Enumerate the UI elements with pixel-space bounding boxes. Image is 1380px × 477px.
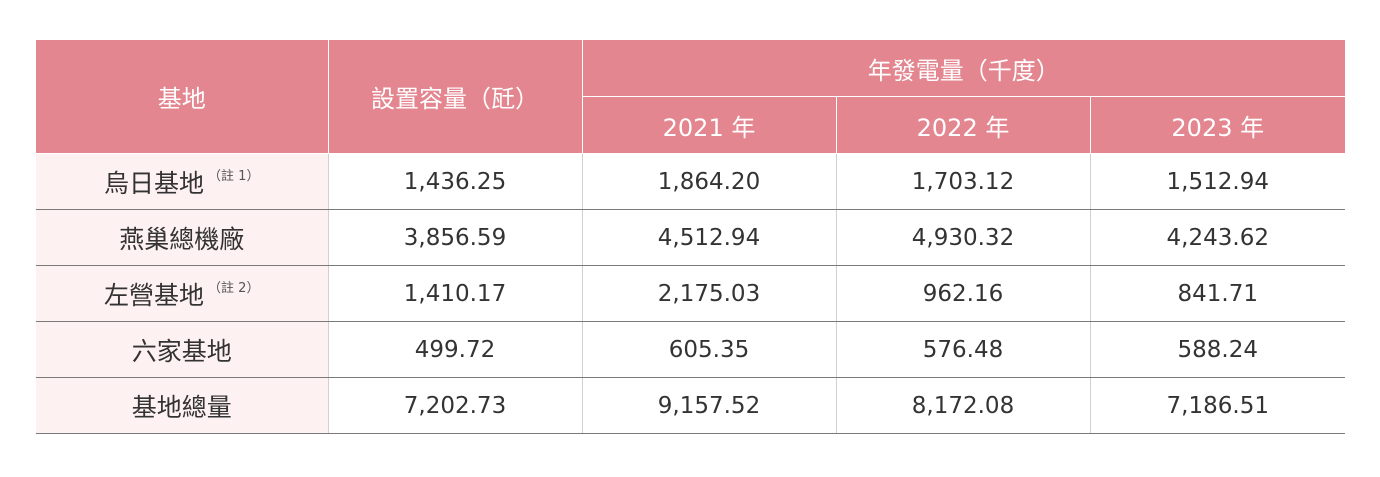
value-cell: 4,512.94 <box>581 209 836 266</box>
value-cell: 841.71 <box>1089 265 1346 322</box>
value-cell: 1,512.94 <box>1089 153 1346 210</box>
table-row: 燕巢總機廠 3,856.59 4,512.94 4,930.32 4,243.62 <box>36 209 1346 266</box>
header-cell: 年發電量（千度） <box>581 40 1346 97</box>
table-body: 烏日基地 （註 1） 1,436.25 1,864.20 1,703.12 1,512.9… <box>36 153 1346 434</box>
year-cell: 2023 年 <box>1089 96 1346 154</box>
year-cell: 2021 年 <box>582 96 837 154</box>
value-cell: 499.72 <box>327 321 582 378</box>
value-cell: 1,436.25 <box>327 153 582 210</box>
year-cell: 2022 年 <box>835 96 1091 154</box>
value-cell: 9,157.52 <box>581 377 836 434</box>
value-cell: 1,703.12 <box>835 153 1090 210</box>
base-name: 左營基地 <box>104 280 205 310</box>
table-row: 左營基地 （註 2） 1,410.17 2,175.03 962.16 841.71 <box>36 265 1346 322</box>
table-wrap: 基地 設置容量（瓩） 年發電量（千度） 2021 年 2022 年 2023 年… <box>36 40 1346 434</box>
footnote-ref: （註 2） <box>208 280 260 296</box>
base-name: 六家基地 <box>131 336 232 366</box>
base-cell: 左營基地 （註 2） <box>36 265 328 322</box>
header-cell: 基地 <box>36 40 329 154</box>
base-name: 基地總量 <box>131 392 232 422</box>
base-cell: 烏日基地 （註 1） <box>36 153 328 210</box>
value-cell: 1,410.17 <box>327 265 582 322</box>
value-cell: 7,202.73 <box>327 377 582 434</box>
generation-table: 基地 設置容量（瓩） 年發電量（千度） 2021 年 2022 年 2023 年… <box>36 40 1346 434</box>
value-cell: 962.16 <box>835 265 1090 322</box>
base-name: 烏日基地 <box>104 168 205 198</box>
value-cell: 605.35 <box>581 321 836 378</box>
value-cell: 1,864.20 <box>581 153 836 210</box>
value-cell: 576.48 <box>835 321 1090 378</box>
base-cell: 燕巢總機廠 <box>36 209 328 266</box>
value-cell: 4,930.32 <box>835 209 1090 266</box>
header-cell: 設置容量（瓩） <box>327 40 583 154</box>
table-row: 六家基地 499.72 605.35 576.48 588.24 <box>36 321 1346 378</box>
table-row: 烏日基地 （註 1） 1,436.25 1,864.20 1,703.12 1,512.9… <box>36 153 1346 210</box>
value-cell: 8,172.08 <box>835 377 1090 434</box>
base-cell: 基地總量 <box>36 377 328 434</box>
value-cell: 4,243.62 <box>1089 209 1346 266</box>
base-name: 燕巢總機廠 <box>119 224 245 254</box>
value-cell: 588.24 <box>1089 321 1346 378</box>
value-cell: 3,856.59 <box>327 209 582 266</box>
footnote-ref: （註 1） <box>208 168 260 184</box>
table-row: 基地總量 7,202.73 9,157.52 8,172.08 7,186.51 <box>36 377 1346 434</box>
value-cell: 2,175.03 <box>581 265 836 322</box>
value-cell: 7,186.51 <box>1089 377 1346 434</box>
base-cell: 六家基地 <box>36 321 328 378</box>
